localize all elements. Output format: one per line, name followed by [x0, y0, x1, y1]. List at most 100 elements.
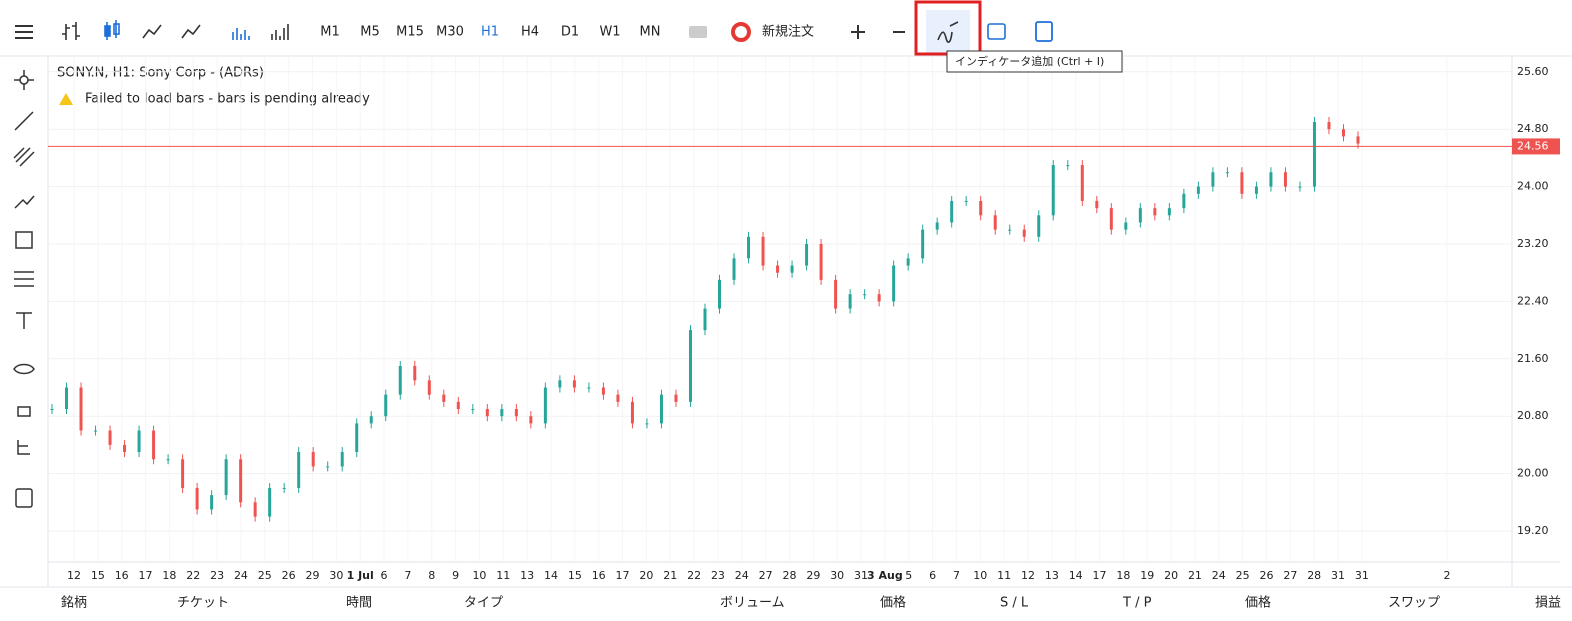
candle: [558, 380, 562, 388]
date-label: 20: [639, 569, 653, 582]
date-label: 10: [472, 569, 486, 582]
date-label: 14: [1069, 569, 1083, 582]
date-label: 26: [282, 569, 296, 582]
timeframe[interactable]: H4: [521, 25, 539, 40]
candle: [1080, 165, 1084, 201]
candle: [152, 430, 156, 460]
candle: [514, 409, 518, 417]
candle: [1341, 129, 1345, 137]
date-label: 29: [306, 569, 320, 582]
date-label: 24: [234, 569, 248, 582]
candle: [355, 423, 359, 453]
column-header[interactable]: T / P: [1122, 596, 1152, 611]
indicator-button[interactable]: [926, 10, 970, 54]
date-label: 17: [616, 569, 630, 582]
candle: [1124, 222, 1128, 230]
date-label: 9: [452, 569, 459, 582]
date-label: 28: [1307, 569, 1321, 582]
candle: [166, 459, 170, 461]
date-label: 10: [973, 569, 987, 582]
candle: [1138, 208, 1142, 223]
column-header[interactable]: チケット: [177, 596, 229, 611]
current-price-label: 24.56: [1517, 139, 1549, 152]
candle: [413, 365, 417, 381]
candle: [732, 258, 736, 280]
candle: [1225, 172, 1229, 174]
column-header[interactable]: スワップ: [1388, 596, 1440, 611]
menu-icon[interactable]: [15, 25, 33, 39]
zoom-in[interactable]: [851, 25, 865, 39]
one-click-icon[interactable]: [689, 26, 707, 38]
date-label: 13: [520, 569, 534, 582]
candle: [108, 430, 112, 445]
candle: [1109, 208, 1113, 230]
price-tick-label: 24.00: [1517, 180, 1549, 193]
column-header[interactable]: 銘柄: [61, 596, 87, 611]
tooltip-box: [946, 50, 1123, 73]
drawing-tools[interactable]: [13, 70, 35, 508]
date-label: 25: [258, 569, 272, 582]
date-label: 12: [67, 569, 81, 582]
date-label: 24: [1212, 569, 1226, 582]
candle: [224, 459, 228, 496]
date-label: 22: [186, 569, 200, 582]
candle: [703, 308, 707, 331]
candle: [123, 444, 127, 453]
candle: [65, 387, 69, 410]
timeframe[interactable]: M30: [436, 25, 464, 40]
candle: [543, 387, 547, 424]
date-label: 31: [1355, 569, 1369, 582]
candle: [906, 258, 910, 266]
candle: [427, 380, 431, 395]
timeframe[interactable]: M1: [320, 25, 340, 40]
new-order-icon[interactable]: [731, 22, 751, 42]
candle: [572, 380, 576, 388]
warning-text: Failed to load bars - bars is pending al…: [85, 92, 370, 107]
candle: [776, 265, 780, 273]
column-header[interactable]: S / L: [1000, 596, 1029, 611]
candle: [268, 487, 272, 517]
new-order[interactable]: 新規注文: [762, 24, 814, 40]
column-header[interactable]: 価格: [880, 595, 906, 611]
column-header[interactable]: ボリューム: [720, 596, 785, 611]
column-header[interactable]: 時間: [346, 596, 372, 611]
candle: [1327, 122, 1331, 130]
timeframe[interactable]: MN: [640, 25, 661, 40]
candle: [892, 265, 896, 302]
chart-type-icons[interactable]: [62, 20, 289, 40]
timeframe[interactable]: D1: [561, 25, 579, 40]
column-header[interactable]: タイプ: [464, 596, 503, 611]
news-icon[interactable]: [1035, 21, 1053, 42]
date-label: 21: [1188, 569, 1202, 582]
date-label: 27: [759, 569, 773, 582]
date-label: 5: [905, 569, 912, 582]
candle: [601, 387, 605, 395]
candle: [718, 279, 722, 309]
price-tick-label: 24.80: [1517, 122, 1549, 135]
date-label: 22: [687, 569, 701, 582]
candle: [137, 430, 141, 453]
candle: [326, 466, 330, 468]
candle: [311, 452, 315, 467]
column-header[interactable]: 損益: [1535, 596, 1561, 611]
price-tick-label: 20.80: [1517, 409, 1549, 422]
calendar-icon[interactable]: [987, 23, 1006, 40]
column-header[interactable]: 価格: [1245, 595, 1271, 611]
timeframe[interactable]: M15: [396, 25, 424, 40]
price-tick-label: 19.20: [1517, 524, 1549, 537]
date-label: 16: [592, 569, 606, 582]
timeframe[interactable]: M5: [360, 25, 380, 40]
candle: [297, 452, 301, 488]
candle: [863, 294, 867, 296]
timeframe[interactable]: W1: [599, 25, 620, 40]
candle: [1153, 208, 1157, 216]
date-label: 7: [953, 569, 960, 582]
candle: [485, 409, 489, 417]
candle: [921, 229, 925, 259]
candle: [456, 401, 460, 410]
date-label: 14: [544, 569, 558, 582]
price-tick-label: 25.60: [1517, 65, 1549, 78]
date-label: 13: [1045, 569, 1059, 582]
timeframe[interactable]: H1: [481, 25, 499, 40]
